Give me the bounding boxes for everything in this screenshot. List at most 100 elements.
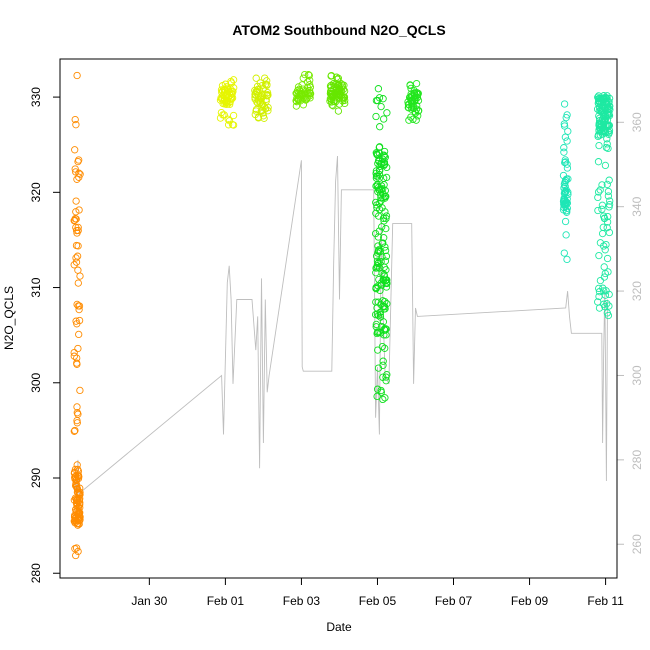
data-point [376, 162, 384, 171]
data-point [563, 137, 571, 145]
data-point [381, 394, 389, 402]
data-point [378, 281, 386, 289]
series-points [404, 79, 423, 124]
data-point [70, 352, 78, 360]
x-axis: Jan 30 Feb 01 Feb 03 Feb 05 Feb 07 Feb 09 Feb … [131, 578, 624, 608]
data-point [604, 187, 613, 196]
data-point [226, 100, 234, 109]
data-point [303, 83, 312, 92]
data-point [375, 94, 384, 102]
data-point [595, 251, 603, 260]
data-point [379, 357, 387, 365]
data-point [73, 519, 81, 528]
data-point [375, 246, 383, 254]
data-point [408, 103, 416, 111]
x-tick-label: Feb 05 [359, 594, 397, 608]
data-point [71, 146, 79, 154]
data-point [563, 160, 571, 168]
data-point [70, 348, 78, 357]
data-point [603, 224, 611, 232]
data-point [256, 79, 264, 87]
data-point [72, 121, 80, 129]
data-point [606, 106, 614, 114]
data-point [603, 135, 611, 143]
data-point [76, 509, 84, 517]
data-point [562, 198, 570, 206]
data-point [560, 148, 568, 156]
data-point [75, 169, 83, 177]
data-point [252, 107, 260, 115]
data-point [380, 270, 388, 279]
data-point [74, 467, 83, 475]
data-point [381, 326, 389, 334]
secondary-tick-label: 360 [630, 112, 644, 132]
data-point [71, 494, 80, 502]
data-point [263, 81, 271, 90]
data-point [405, 104, 413, 112]
data-point [560, 184, 568, 192]
x-tick-label: Feb 11 [587, 594, 624, 608]
data-point [74, 266, 82, 274]
data-point [374, 212, 383, 220]
data-point [562, 231, 570, 239]
data-point [74, 547, 82, 556]
data-point [71, 426, 79, 435]
data-point [72, 254, 80, 262]
data-point [332, 73, 341, 81]
data-point [294, 89, 303, 97]
data-point [72, 223, 80, 232]
data-point [381, 192, 389, 200]
data-point [382, 224, 390, 233]
data-point [560, 249, 568, 257]
data-point [560, 120, 568, 128]
data-point [76, 386, 84, 395]
data-point [327, 95, 336, 103]
data-point [564, 127, 572, 135]
data-point [222, 93, 230, 101]
data-point [598, 205, 606, 213]
data-point [600, 273, 609, 281]
data-point [70, 261, 78, 269]
data-point [382, 331, 390, 339]
data-point [382, 173, 391, 182]
data-point [594, 298, 602, 306]
data-point [72, 516, 80, 525]
data-point [301, 70, 309, 79]
data-point [375, 186, 383, 194]
data-point [562, 113, 570, 122]
data-point [334, 107, 343, 115]
data-point [377, 159, 385, 168]
data-point [601, 302, 609, 311]
data-point [377, 102, 385, 111]
data-point [223, 90, 231, 98]
data-point [379, 95, 387, 103]
secondary-tick-label: 300 [630, 365, 644, 385]
data-point [75, 330, 83, 339]
data-point [594, 206, 602, 215]
data-point [604, 192, 613, 200]
series-points [251, 74, 272, 122]
secondary-tick-label: 260 [630, 534, 644, 554]
secondary-axis: 260 280 300 320 340 360 [617, 112, 644, 554]
y-axis: 280 290 300 310 320 330 [29, 87, 60, 583]
data-point [376, 123, 384, 131]
data-point [70, 469, 79, 477]
data-point [594, 99, 602, 107]
y-tick-label: 290 [29, 468, 43, 488]
data-point [72, 197, 80, 205]
data-point [372, 269, 380, 277]
data-point [380, 263, 388, 271]
data-point [375, 149, 384, 157]
data-point [341, 96, 349, 105]
data-point [378, 204, 386, 212]
data-point [224, 115, 232, 123]
data-point [73, 229, 81, 237]
data-point [70, 427, 78, 435]
x-tick-label: Feb 09 [511, 594, 549, 608]
data-point [382, 252, 391, 260]
data-point [560, 144, 568, 152]
data-point [372, 149, 380, 157]
data-point [379, 361, 387, 369]
data-point [380, 151, 388, 159]
data-point [601, 269, 609, 278]
